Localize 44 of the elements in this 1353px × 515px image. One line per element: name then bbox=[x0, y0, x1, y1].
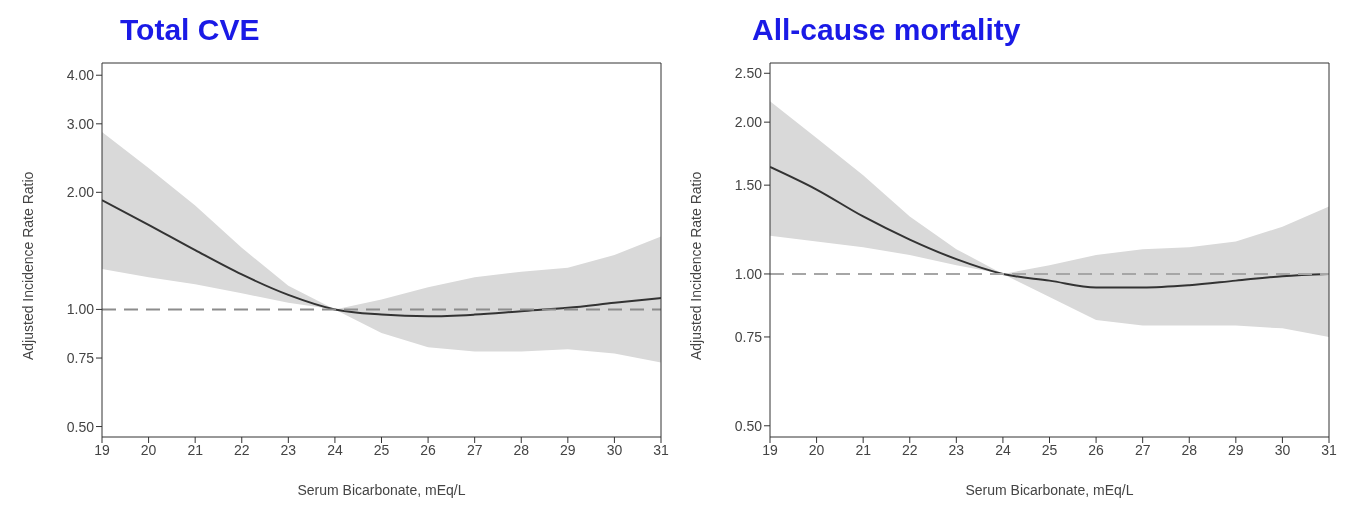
x-tick-label: 27 bbox=[1134, 441, 1151, 458]
y-tick-label: 1.00 bbox=[66, 301, 95, 318]
x-tick-label: 25 bbox=[373, 441, 390, 458]
x-tick-label: 29 bbox=[1228, 441, 1244, 458]
y-tick-label: 2.00 bbox=[734, 114, 763, 131]
y-axis-title: Adjusted Incidence Rate Ratio bbox=[687, 171, 704, 360]
x-tick-label: 23 bbox=[280, 441, 297, 458]
x-tick-label: 30 bbox=[1274, 441, 1291, 458]
x-tick-label: 24 bbox=[327, 441, 343, 458]
x-tick-label: 21 bbox=[187, 441, 204, 458]
chart-title: Total CVE bbox=[119, 12, 261, 48]
x-tick-label: 29 bbox=[560, 441, 576, 458]
x-tick-label: 25 bbox=[1041, 441, 1058, 458]
x-tick-label: 22 bbox=[901, 441, 918, 458]
x-tick-label: 28 bbox=[513, 441, 530, 458]
y-tick-label: 0.50 bbox=[734, 417, 763, 434]
x-axis-title: Serum Bicarbonate, mEq/L bbox=[965, 482, 1134, 498]
y-tick-label: 1.50 bbox=[734, 177, 763, 194]
y-tick-label: 0.75 bbox=[734, 328, 763, 345]
x-tick-label: 31 bbox=[1321, 441, 1337, 458]
x-tick-label: 22 bbox=[233, 441, 250, 458]
x-tick-label: 31 bbox=[653, 441, 669, 458]
x-tick-label: 19 bbox=[762, 441, 778, 458]
y-tick-label: 2.50 bbox=[734, 65, 763, 82]
chart-title: All-cause mortality bbox=[751, 12, 1022, 48]
x-tick-label: 24 bbox=[995, 441, 1011, 458]
x-tick-label: 26 bbox=[1088, 441, 1105, 458]
y-tick-label: 0.75 bbox=[66, 350, 95, 367]
y-tick-label: 2.00 bbox=[66, 184, 95, 201]
x-tick-label: 27 bbox=[466, 441, 483, 458]
x-tick-label: 26 bbox=[420, 441, 437, 458]
x-tick-label: 20 bbox=[808, 441, 825, 458]
x-tick-label: 21 bbox=[855, 441, 872, 458]
y-tick-label: 1.00 bbox=[734, 265, 763, 282]
y-tick-label: 0.50 bbox=[66, 418, 95, 435]
x-tick-label: 28 bbox=[1181, 441, 1198, 458]
x-tick-label: 23 bbox=[948, 441, 965, 458]
x-tick-label: 20 bbox=[140, 441, 157, 458]
y-tick-label: 4.00 bbox=[66, 67, 95, 84]
y-tick-label: 3.00 bbox=[66, 115, 95, 132]
x-axis-title: Serum Bicarbonate, mEq/L bbox=[297, 482, 466, 498]
x-tick-label: 30 bbox=[606, 441, 623, 458]
y-axis-title: Adjusted Incidence Rate Ratio bbox=[19, 171, 36, 360]
x-tick-label: 19 bbox=[94, 441, 110, 458]
